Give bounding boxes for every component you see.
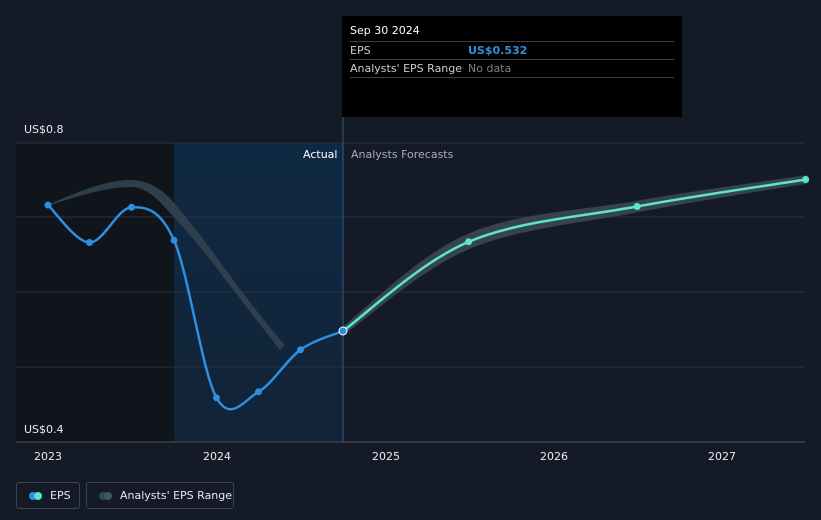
x-tick-2023: 2023 (34, 450, 62, 463)
past-analyst-range-band (48, 180, 285, 350)
tooltip-range-label: Analysts' EPS Range (350, 62, 463, 75)
eps-forecast-point[interactable] (465, 238, 473, 246)
eps-forecast-line (341, 178, 807, 333)
eps-actual-point[interactable] (170, 236, 178, 244)
eps-actual-point[interactable] (128, 203, 136, 211)
x-tick-2024: 2024 (203, 450, 231, 463)
legend-item-eps[interactable]: EPS (16, 482, 80, 509)
eps-actual-point[interactable] (86, 239, 93, 246)
eps-actual-point[interactable] (44, 201, 52, 209)
legend-range-label: Analysts' EPS Range (120, 489, 233, 502)
forecast-region-label: Analysts Forecasts (351, 148, 454, 161)
forecast-range-band (339, 175, 810, 335)
x-tick-2027: 2027 (708, 450, 736, 463)
y-tick-label-top: US$0.8 (24, 123, 64, 136)
eps-actual-point[interactable] (338, 326, 348, 336)
data-tooltip: Sep 30 2024 EPS US$0.532 Analysts' EPS R… (342, 16, 682, 117)
eps-actual-line (46, 203, 345, 411)
legend-item-range[interactable]: Analysts' EPS Range (86, 482, 234, 509)
tooltip-row-range: Analysts' EPS Range No data (350, 59, 674, 78)
eps-forecast-point[interactable] (802, 176, 810, 183)
tooltip-date: Sep 30 2024 (350, 24, 420, 37)
eps-actual-point[interactable] (255, 388, 262, 396)
legend-eps-label: EPS (50, 489, 71, 502)
tooltip-eps-value: US$0.532 (468, 44, 528, 57)
range-legend-icon (99, 491, 113, 500)
y-tick-label-bottom: US$0.4 (24, 423, 64, 436)
tooltip-row-eps: EPS US$0.532 (350, 41, 674, 59)
eps-forecast-point[interactable] (633, 203, 641, 210)
eps-actual-point[interactable] (213, 394, 220, 402)
x-tick-2025: 2025 (372, 450, 400, 463)
x-tick-2026: 2026 (540, 450, 568, 463)
eps-legend-icon (29, 491, 43, 500)
actual-region-label: Actual (303, 148, 338, 161)
eps-actual-point[interactable] (297, 346, 304, 354)
tooltip-eps-label: EPS (350, 44, 371, 57)
tooltip-range-value: No data (468, 62, 512, 75)
